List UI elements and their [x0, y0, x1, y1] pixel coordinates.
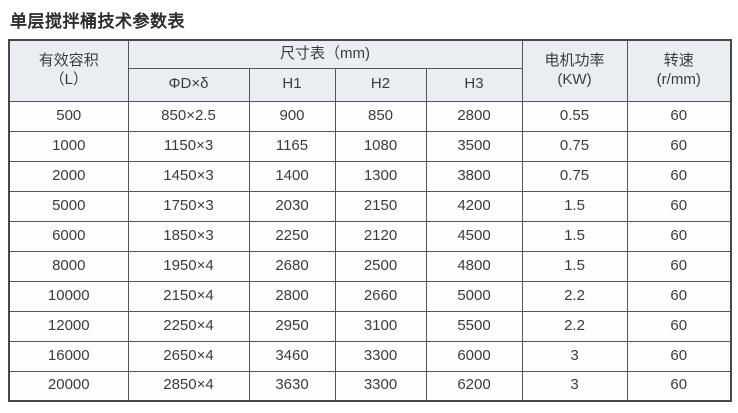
cell-speed: 60 [626, 100, 732, 132]
cell-h3: 2800 [425, 100, 523, 132]
header-h3: H3 [425, 67, 523, 102]
cell-power: 0.75 [521, 160, 628, 192]
header-volume: 有效容积 （L） [8, 39, 129, 102]
cell-diameter: 1950×4 [127, 250, 250, 282]
cell-h3: 4500 [425, 220, 523, 252]
header-h2: H2 [334, 67, 427, 102]
cell-h3: 4200 [425, 190, 523, 222]
cell-speed: 60 [626, 130, 732, 162]
cell-volume: 6000 [8, 220, 129, 252]
cell-power: 1.5 [521, 250, 628, 282]
cell-diameter: 1750×3 [127, 190, 250, 222]
cell-volume: 20000 [8, 370, 129, 402]
table-row: 6000 1850×3 2250 2120 4500 1.5 60 [8, 220, 732, 252]
cell-h3: 5500 [425, 310, 523, 342]
cell-h2: 850 [334, 100, 427, 132]
cell-volume: 8000 [8, 250, 129, 282]
cell-h3: 3500 [425, 130, 523, 162]
cell-volume: 12000 [8, 310, 129, 342]
cell-h1: 2950 [248, 310, 336, 342]
cell-power: 1.5 [521, 190, 628, 222]
table-row: 12000 2250×4 2950 3100 5500 2.2 60 [8, 310, 732, 342]
cell-power: 1.5 [521, 220, 628, 252]
cell-h1: 3460 [248, 340, 336, 372]
cell-diameter: 1450×3 [127, 160, 250, 192]
header-row-2: ΦD×δ H1 H2 H3 [9, 67, 731, 102]
cell-speed: 60 [626, 340, 732, 372]
cell-h1: 2250 [248, 220, 336, 252]
header-speed-line2: (r/mm) [656, 70, 701, 88]
table-row: 10000 2150×4 2800 2660 5000 2.2 60 [8, 280, 732, 312]
cell-h2: 3100 [334, 310, 427, 342]
cell-power: 3 [521, 340, 628, 372]
cell-h1: 3630 [248, 370, 336, 402]
cell-h1: 2680 [248, 250, 336, 282]
cell-h1: 1165 [248, 130, 336, 162]
cell-h2: 2500 [334, 250, 427, 282]
cell-volume: 500 [8, 100, 129, 132]
cell-diameter: 2850×4 [127, 370, 250, 402]
cell-diameter: 1850×3 [127, 220, 250, 252]
cell-volume: 1000 [8, 130, 129, 162]
table-row: 5000 1750×3 2030 2150 4200 1.5 60 [8, 190, 732, 222]
page-title: 单层搅拌桶技术参数表 [10, 12, 185, 31]
cell-power: 0.55 [521, 100, 628, 132]
header-volume-line2: （L） [49, 70, 88, 88]
spec-table: 有效容积 （L） 尺寸表（mm) 电机功率 (KW) 转速 (r/mm) ΦD×… [8, 39, 732, 402]
cell-speed: 60 [626, 370, 732, 402]
cell-volume: 16000 [8, 340, 129, 372]
cell-power: 3 [521, 370, 628, 402]
cell-diameter: 850×2.5 [127, 100, 250, 132]
header-power-line2: (KW) [557, 70, 592, 88]
cell-h3: 6200 [425, 370, 523, 402]
cell-h2: 2660 [334, 280, 427, 312]
table-row: 2000 1450×3 1400 1300 3800 0.75 60 [8, 160, 732, 192]
cell-volume: 2000 [8, 160, 129, 192]
cell-diameter: 2650×4 [127, 340, 250, 372]
cell-h3: 3800 [425, 160, 523, 192]
cell-h1: 1400 [248, 160, 336, 192]
header-speed-line1: 转速 [663, 52, 694, 69]
cell-speed: 60 [626, 310, 732, 342]
cell-speed: 60 [626, 190, 732, 222]
table-row: 20000 2850×4 3630 3300 6200 3 60 [8, 370, 732, 402]
cell-power: 2.2 [521, 280, 628, 312]
cell-h1: 2800 [248, 280, 336, 312]
table-row: 8000 1950×4 2680 2500 4800 1.5 60 [8, 250, 732, 282]
header-diameter: ΦD×δ [127, 67, 250, 102]
cell-speed: 60 [626, 160, 732, 192]
cell-h3: 5000 [425, 280, 523, 312]
cell-volume: 10000 [8, 280, 129, 312]
cell-h1: 2030 [248, 190, 336, 222]
cell-h2: 1300 [334, 160, 427, 192]
header-row-1: 有效容积 （L） 尺寸表（mm) 电机功率 (KW) 转速 (r/mm) [8, 39, 732, 102]
table-row: 1000 1150×3 1165 1080 3500 0.75 60 [8, 130, 732, 162]
cell-speed: 60 [626, 220, 732, 252]
cell-h2: 2150 [334, 190, 427, 222]
cell-diameter: 1150×3 [127, 130, 250, 162]
table-row: 500 850×2.5 900 850 2800 0.55 60 [8, 100, 732, 132]
cell-speed: 60 [626, 280, 732, 312]
cell-diameter: 2150×4 [127, 280, 250, 312]
header-power-line1: 电机功率 [544, 52, 605, 69]
cell-h2: 3300 [334, 370, 427, 402]
cell-h2: 3300 [334, 340, 427, 372]
header-speed: 转速 (r/mm) [626, 39, 732, 102]
cell-power: 0.75 [521, 130, 628, 162]
header-h1: H1 [248, 67, 336, 102]
cell-h3: 6000 [425, 340, 523, 372]
table-row: 16000 2650×4 3460 3300 6000 3 60 [8, 340, 732, 372]
cell-h2: 1080 [334, 130, 427, 162]
cell-volume: 5000 [8, 190, 129, 222]
cell-h1: 900 [248, 100, 336, 132]
header-volume-line1: 有效容积 [38, 52, 99, 69]
header-size-group: 尺寸表（mm) [127, 39, 523, 69]
cell-power: 2.2 [521, 310, 628, 342]
cell-diameter: 2250×4 [127, 310, 250, 342]
cell-speed: 60 [626, 250, 732, 282]
cell-h3: 4800 [425, 250, 523, 282]
cell-h2: 2120 [334, 220, 427, 252]
header-power: 电机功率 (KW) [521, 39, 628, 102]
